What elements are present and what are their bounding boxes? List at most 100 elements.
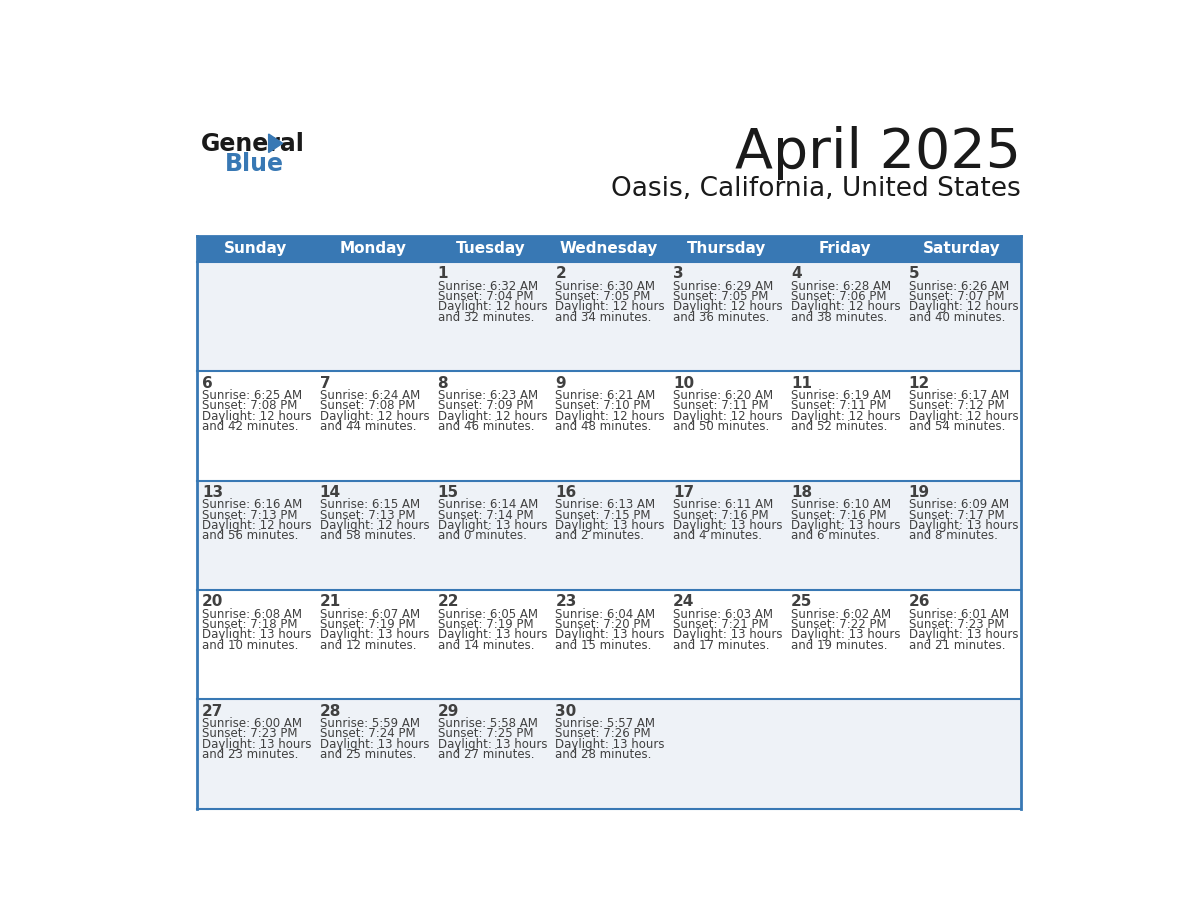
Text: 13: 13 (202, 485, 223, 500)
Text: Daylight: 12 hours: Daylight: 12 hours (437, 409, 548, 422)
Text: Daylight: 13 hours: Daylight: 13 hours (674, 628, 783, 642)
Bar (432, 262, 550, 371)
Bar (432, 590, 550, 700)
Text: Sunset: 7:11 PM: Sunset: 7:11 PM (791, 399, 886, 412)
Text: Sunrise: 5:59 AM: Sunrise: 5:59 AM (320, 717, 419, 730)
Text: 5: 5 (909, 266, 920, 282)
Text: 19: 19 (909, 485, 930, 500)
Text: 4: 4 (791, 266, 802, 282)
Bar (315, 590, 432, 700)
Text: Daylight: 12 hours: Daylight: 12 hours (555, 300, 665, 313)
Text: Sunrise: 6:19 AM: Sunrise: 6:19 AM (791, 389, 891, 402)
Text: Sunset: 7:21 PM: Sunset: 7:21 PM (674, 618, 769, 631)
Text: Wednesday: Wednesday (560, 241, 658, 256)
Bar (668, 480, 785, 590)
Text: 17: 17 (674, 485, 694, 500)
Text: Daylight: 12 hours: Daylight: 12 hours (674, 300, 783, 313)
Text: Sunrise: 6:15 AM: Sunrise: 6:15 AM (320, 498, 419, 511)
Text: and 28 minutes.: and 28 minutes. (555, 748, 652, 761)
Text: Daylight: 12 hours: Daylight: 12 hours (555, 409, 665, 422)
Bar (432, 700, 550, 809)
Text: 21: 21 (320, 595, 341, 610)
Text: Saturday: Saturday (923, 241, 1001, 256)
Text: Sunset: 7:25 PM: Sunset: 7:25 PM (437, 727, 533, 740)
Text: Daylight: 13 hours: Daylight: 13 hours (791, 628, 901, 642)
Text: April 2025: April 2025 (735, 126, 1022, 180)
Text: and 2 minutes.: and 2 minutes. (555, 530, 644, 543)
Text: 3: 3 (674, 266, 684, 282)
Text: Sunrise: 6:14 AM: Sunrise: 6:14 AM (437, 498, 538, 511)
Text: 7: 7 (320, 375, 330, 391)
Bar (550, 590, 668, 700)
Text: Sunset: 7:18 PM: Sunset: 7:18 PM (202, 618, 297, 631)
Text: and 0 minutes.: and 0 minutes. (437, 530, 526, 543)
Text: Sunset: 7:08 PM: Sunset: 7:08 PM (320, 399, 415, 412)
Text: and 12 minutes.: and 12 minutes. (320, 639, 416, 652)
Text: and 48 minutes.: and 48 minutes. (555, 420, 652, 433)
Text: Sunrise: 6:16 AM: Sunrise: 6:16 AM (202, 498, 302, 511)
Text: Sunrise: 6:21 AM: Sunrise: 6:21 AM (555, 389, 656, 402)
Text: Sunset: 7:10 PM: Sunset: 7:10 PM (555, 399, 651, 412)
Text: 8: 8 (437, 375, 448, 391)
Text: Sunrise: 6:02 AM: Sunrise: 6:02 AM (791, 608, 891, 621)
Text: Daylight: 13 hours: Daylight: 13 hours (320, 628, 429, 642)
Text: Sunrise: 6:13 AM: Sunrise: 6:13 AM (555, 498, 656, 511)
Text: Sunset: 7:23 PM: Sunset: 7:23 PM (909, 618, 1004, 631)
Text: Daylight: 13 hours: Daylight: 13 hours (555, 738, 665, 751)
Bar (785, 262, 903, 371)
Text: 28: 28 (320, 704, 341, 719)
Bar (550, 700, 668, 809)
Text: Sunrise: 6:11 AM: Sunrise: 6:11 AM (674, 498, 773, 511)
Text: Sunrise: 6:23 AM: Sunrise: 6:23 AM (437, 389, 538, 402)
Text: Sunset: 7:13 PM: Sunset: 7:13 PM (202, 509, 297, 521)
Text: 10: 10 (674, 375, 694, 391)
Bar (196, 371, 315, 480)
Text: Daylight: 12 hours: Daylight: 12 hours (674, 409, 783, 422)
Bar (196, 480, 315, 590)
Text: Daylight: 13 hours: Daylight: 13 hours (555, 628, 665, 642)
Bar (903, 262, 1022, 371)
Text: and 44 minutes.: and 44 minutes. (320, 420, 416, 433)
Bar (550, 480, 668, 590)
Text: Daylight: 13 hours: Daylight: 13 hours (555, 519, 665, 532)
Text: Sunrise: 6:28 AM: Sunrise: 6:28 AM (791, 280, 891, 293)
Bar (315, 262, 432, 371)
Text: 1: 1 (437, 266, 448, 282)
Text: Sunset: 7:15 PM: Sunset: 7:15 PM (555, 509, 651, 521)
Text: Sunrise: 6:32 AM: Sunrise: 6:32 AM (437, 280, 538, 293)
Bar (315, 480, 432, 590)
Text: and 23 minutes.: and 23 minutes. (202, 748, 298, 761)
Text: and 32 minutes.: and 32 minutes. (437, 311, 533, 324)
Text: General: General (201, 131, 304, 156)
Text: and 42 minutes.: and 42 minutes. (202, 420, 298, 433)
Text: 20: 20 (202, 595, 223, 610)
Text: Daylight: 12 hours: Daylight: 12 hours (909, 300, 1018, 313)
Text: Sunset: 7:20 PM: Sunset: 7:20 PM (555, 618, 651, 631)
Bar (550, 371, 668, 480)
Text: Daylight: 12 hours: Daylight: 12 hours (320, 519, 429, 532)
Text: and 15 minutes.: and 15 minutes. (555, 639, 652, 652)
Text: Sunrise: 6:01 AM: Sunrise: 6:01 AM (909, 608, 1009, 621)
Text: Sunrise: 6:09 AM: Sunrise: 6:09 AM (909, 498, 1009, 511)
Text: Daylight: 13 hours: Daylight: 13 hours (437, 628, 548, 642)
Text: Daylight: 13 hours: Daylight: 13 hours (909, 628, 1018, 642)
Text: Sunset: 7:13 PM: Sunset: 7:13 PM (320, 509, 416, 521)
Text: Blue: Blue (226, 151, 284, 175)
Text: Sunday: Sunday (223, 241, 287, 256)
Text: and 54 minutes.: and 54 minutes. (909, 420, 1005, 433)
Text: 23: 23 (555, 595, 576, 610)
Text: Sunrise: 6:25 AM: Sunrise: 6:25 AM (202, 389, 302, 402)
Bar (785, 700, 903, 809)
Text: Daylight: 12 hours: Daylight: 12 hours (791, 409, 901, 422)
Bar (668, 590, 785, 700)
Text: Daylight: 12 hours: Daylight: 12 hours (909, 409, 1018, 422)
Text: Daylight: 13 hours: Daylight: 13 hours (202, 628, 311, 642)
Text: 27: 27 (202, 704, 223, 719)
Text: and 34 minutes.: and 34 minutes. (555, 311, 652, 324)
Text: Daylight: 13 hours: Daylight: 13 hours (437, 519, 548, 532)
Bar (432, 480, 550, 590)
Text: Sunset: 7:23 PM: Sunset: 7:23 PM (202, 727, 297, 740)
Text: Monday: Monday (340, 241, 406, 256)
Bar (785, 371, 903, 480)
Text: Daylight: 13 hours: Daylight: 13 hours (437, 738, 548, 751)
